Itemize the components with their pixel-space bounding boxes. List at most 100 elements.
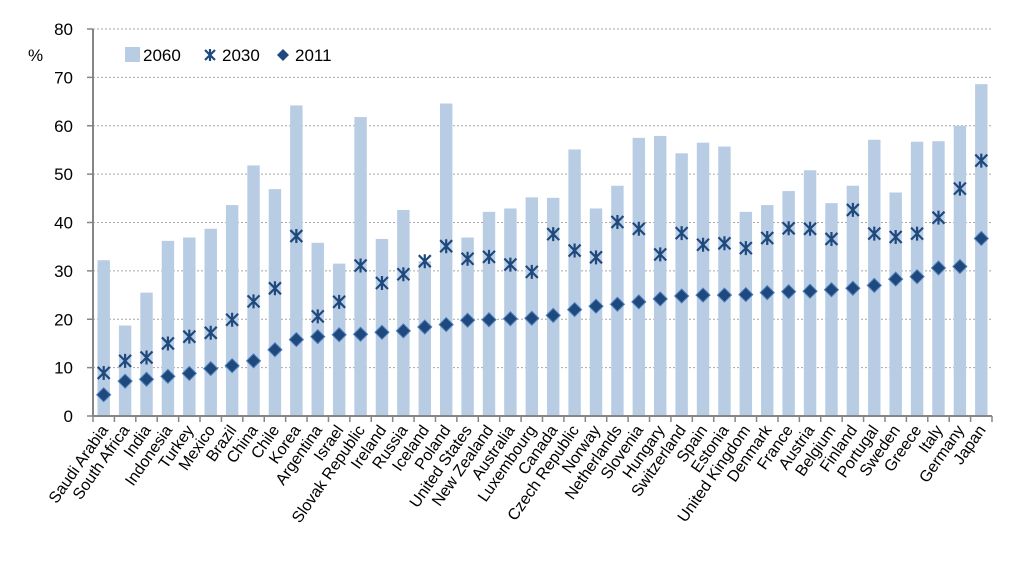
marker-2030 (246, 294, 261, 309)
markers-2011 (95, 230, 990, 403)
bar-2060 (825, 203, 838, 416)
marker-2011 (331, 327, 347, 343)
marker-2011 (909, 268, 925, 285)
marker-2011 (823, 282, 840, 298)
y-tick-label: 30 (54, 262, 73, 281)
marker-2030 (760, 230, 775, 245)
marker-2030 (96, 365, 111, 380)
legend-swatch-2060 (125, 47, 140, 62)
marker-2030 (289, 229, 304, 244)
marker-2030 (396, 267, 411, 282)
bar-2060 (696, 142, 710, 416)
gridlines (93, 28, 992, 369)
marker-2011 (438, 316, 454, 333)
bar-2060 (932, 141, 945, 417)
bar-2060 (739, 211, 753, 416)
bar-2060 (525, 197, 539, 416)
marker-2011 (160, 368, 176, 385)
bar-2060 (718, 146, 731, 416)
y-tick-label: 80 (54, 20, 73, 39)
marker-2030 (888, 230, 903, 245)
bar-2060 (654, 135, 667, 416)
marker-2011 (117, 373, 133, 389)
marker-2030 (139, 350, 154, 365)
marker-2011 (588, 298, 604, 314)
bar-2060 (204, 228, 217, 416)
marker-2011 (566, 301, 583, 318)
y-tick-label: 10 (54, 359, 73, 378)
marker-2011 (952, 258, 968, 275)
marker-2011 (759, 284, 775, 301)
marker-2030 (417, 254, 432, 269)
legend: 2060 2030 2011 (125, 46, 332, 65)
marker-2011 (716, 287, 733, 303)
marker-2030 (525, 264, 539, 279)
marker-2030 (161, 336, 175, 351)
marker-2011 (288, 331, 305, 348)
marker-2011 (845, 280, 861, 296)
marker-2011 (481, 312, 497, 328)
bar-2060 (546, 197, 560, 416)
marker-2030 (931, 210, 946, 225)
marker-2011 (780, 283, 797, 300)
marker-2011 (524, 310, 540, 326)
marker-2030 (610, 215, 625, 230)
bar-2060 (290, 105, 303, 417)
marker-2011 (395, 323, 412, 339)
marker-2011 (609, 296, 626, 312)
bar-2060 (418, 261, 431, 416)
marker-2011 (374, 324, 390, 341)
bar-2060 (225, 205, 239, 416)
marker-2030 (182, 329, 197, 344)
marker-2030 (589, 250, 603, 265)
y-tick-label: 60 (54, 117, 73, 136)
marker-2011 (181, 365, 198, 382)
bar-2060 (118, 325, 132, 416)
marker-2030 (653, 247, 668, 262)
legend-label-2011: 2011 (295, 46, 332, 65)
marker-2011 (631, 294, 647, 310)
bar-2060 (439, 103, 453, 416)
marker-2030 (460, 251, 475, 266)
bar-2060 (846, 185, 860, 416)
marker-2030 (353, 258, 368, 273)
marker-2030 (546, 227, 560, 242)
marker-2011 (930, 260, 947, 276)
marker-2011 (267, 342, 283, 358)
bar-2060 (247, 165, 260, 416)
marker-2030 (482, 249, 496, 264)
marker-2011 (502, 311, 519, 327)
marker-2030 (268, 281, 282, 296)
marker-2030 (439, 239, 453, 254)
bar-2060 (761, 205, 774, 416)
marker-2011 (545, 307, 561, 324)
bar-2060 (632, 137, 646, 416)
y-tick-label: 70 (54, 68, 73, 87)
bar-2060 (782, 191, 795, 416)
marker-2030 (118, 353, 132, 368)
bar-2060 (675, 153, 688, 417)
marker-2030 (803, 221, 817, 236)
bar-2060 (161, 240, 175, 416)
marker-2030 (310, 309, 325, 324)
marker-2011 (802, 283, 818, 299)
marker-2030 (203, 325, 218, 340)
marker-2011 (95, 387, 112, 403)
marker-2030 (225, 312, 239, 327)
legend-label-2060: 2060 (143, 46, 181, 65)
markers-2030 (96, 153, 989, 380)
legend-asterisk (204, 49, 216, 61)
y-tick-label: 40 (54, 214, 73, 233)
marker-2030 (846, 202, 860, 217)
marker-2030 (717, 236, 732, 251)
legend-label-2030: 2030 (222, 46, 260, 65)
marker-2011 (245, 353, 262, 369)
marker-2030 (632, 221, 646, 236)
marker-2011 (887, 271, 904, 287)
bar-2060 (268, 189, 282, 416)
marker-2030 (674, 226, 689, 241)
marker-2011 (459, 312, 476, 328)
marker-2011 (203, 360, 219, 377)
marker-2030 (953, 181, 967, 196)
